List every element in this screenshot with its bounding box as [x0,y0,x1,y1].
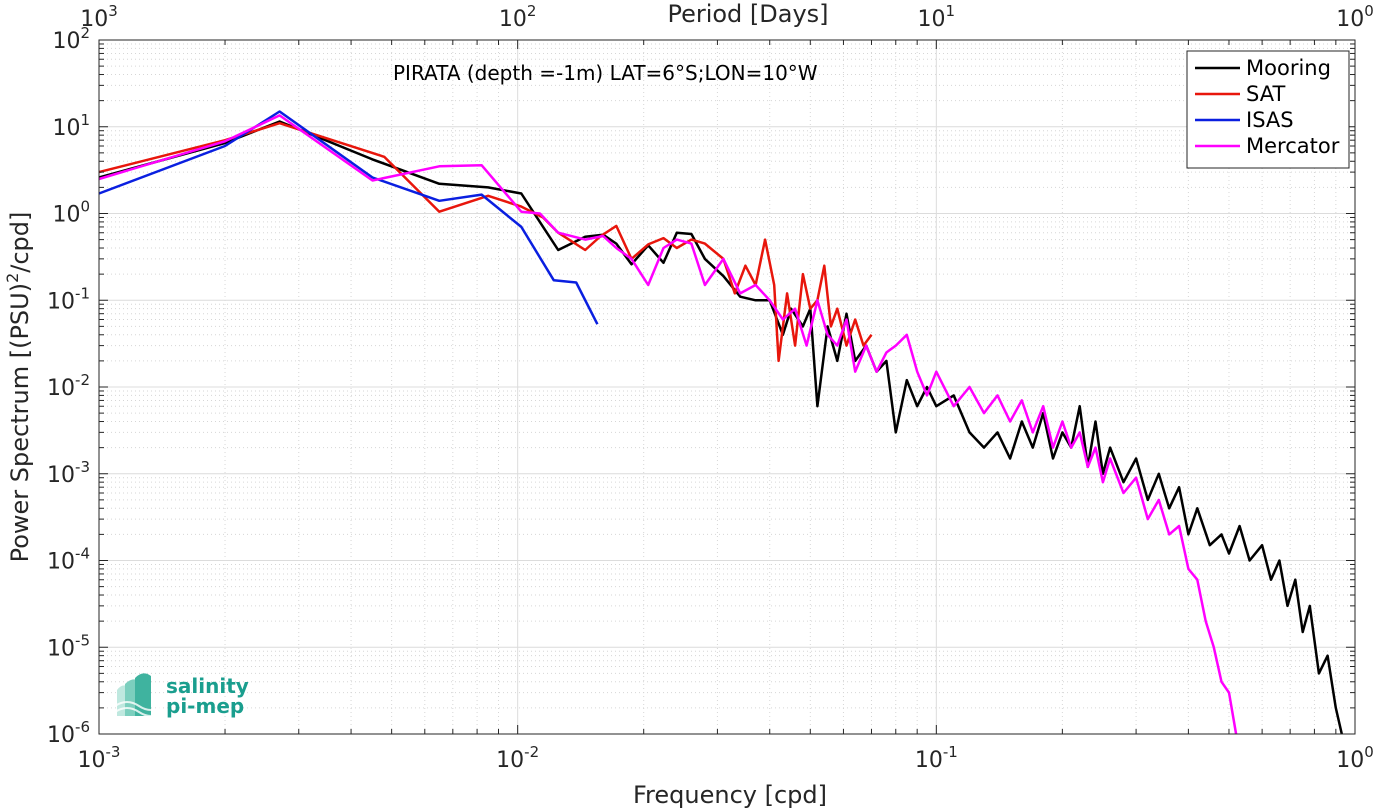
y-tick-label-exp: -3 [75,458,90,476]
y-tick-label: 102 [52,24,90,54]
x-tick-label: 10-2 [496,743,539,773]
x-tick-label-exp: -2 [524,743,539,761]
y-tick-label-base: 10 [52,116,80,141]
x-tick-label-base: 10 [1336,748,1364,773]
y-axis-title-sup: 2 [3,273,22,283]
legend-label-mooring: Mooring [1246,56,1331,80]
top-tick-label-exp: 0 [1364,2,1374,20]
y-axis-title-tail: /cpd] [6,212,34,273]
logo-text-salinity: salinity [166,674,249,698]
x-tick-label-exp: -1 [943,743,958,761]
x-tick-label: 100 [1336,743,1374,773]
legend-label-mercator: Mercator [1246,134,1340,158]
x-tick-label-base: 10 [496,748,524,773]
x-tick-label-base: 10 [915,748,943,773]
top-tick-label: 102 [499,2,537,32]
y-axis-title: Power Spectrum [(PSU)2/cpd] [3,212,34,563]
top-tick-label-exp: 3 [108,2,118,20]
x-tick-label-exp: 0 [1364,743,1374,761]
x-tick-label-base: 10 [78,748,106,773]
y-tick-label: 10-3 [47,458,90,488]
top-tick-label-base: 10 [80,7,108,32]
chart-annotation: PIRATA (depth =-1m) LAT=6°S;LON=10°W [393,61,818,85]
x-tick-label: 10-1 [915,743,958,773]
top-tick-label: 100 [1336,2,1374,32]
y-tick-label-exp: -5 [75,631,90,649]
y-axis-title-main: Power Spectrum [(PSU) [6,283,34,562]
y-tick-label-exp: 1 [80,111,90,129]
top-axis-title: Period [Days] [667,0,828,28]
y-tick-label: 10-6 [47,718,90,748]
y-tick-label-exp: 0 [80,198,90,216]
y-tick-label: 10-2 [47,371,90,401]
top-tick-label-exp: 2 [527,2,537,20]
top-tick-label-exp: 1 [946,2,956,20]
y-tick-label-base: 10 [47,636,75,661]
y-tick-label-base: 10 [52,203,80,228]
y-tick-label-base: 10 [47,289,75,314]
top-tick-label-base: 10 [499,7,527,32]
legend-label-sat: SAT [1246,82,1285,106]
y-tick-label-base: 10 [52,29,80,54]
y-tick-label-base: 10 [47,723,75,748]
y-tick-label-exp: -1 [75,284,90,302]
logo-mark-icon [114,673,164,717]
tick-marks [98,39,1356,735]
x-tick-label: 10-3 [78,743,121,773]
series-line-mercator [98,114,1238,735]
plot-series [98,110,1344,735]
y-tick-label-exp: -4 [75,545,90,563]
logo-text-pimep: pi-mep [166,694,244,718]
x-axis-title: Frequency [cpd] [633,781,827,809]
y-tick-label-exp: -2 [75,371,90,389]
y-tick-label-base: 10 [47,550,75,575]
x-tick-label-exp: -3 [106,743,121,761]
y-tick-label: 10-1 [47,284,90,314]
top-tick-label-base: 10 [918,7,946,32]
y-tick-label-exp: -6 [75,718,90,736]
legend-box [1186,50,1350,169]
salinity-pi-mep-logo: salinity pi-mep [114,673,249,718]
y-tick-label-base: 10 [47,376,75,401]
y-tick-label-base: 10 [47,463,75,488]
top-tick-label: 101 [918,2,956,32]
y-tick-label: 10-5 [47,631,90,661]
y-tick-label: 101 [52,111,90,141]
grid [98,39,1356,735]
legend-label-isas: ISAS [1246,108,1294,132]
y-tick-label: 100 [52,198,90,228]
top-tick-label-base: 10 [1336,7,1364,32]
y-tick-label: 10-4 [47,545,90,575]
y-tick-label-exp: 2 [80,24,90,42]
top-tick-label: 103 [80,2,118,32]
